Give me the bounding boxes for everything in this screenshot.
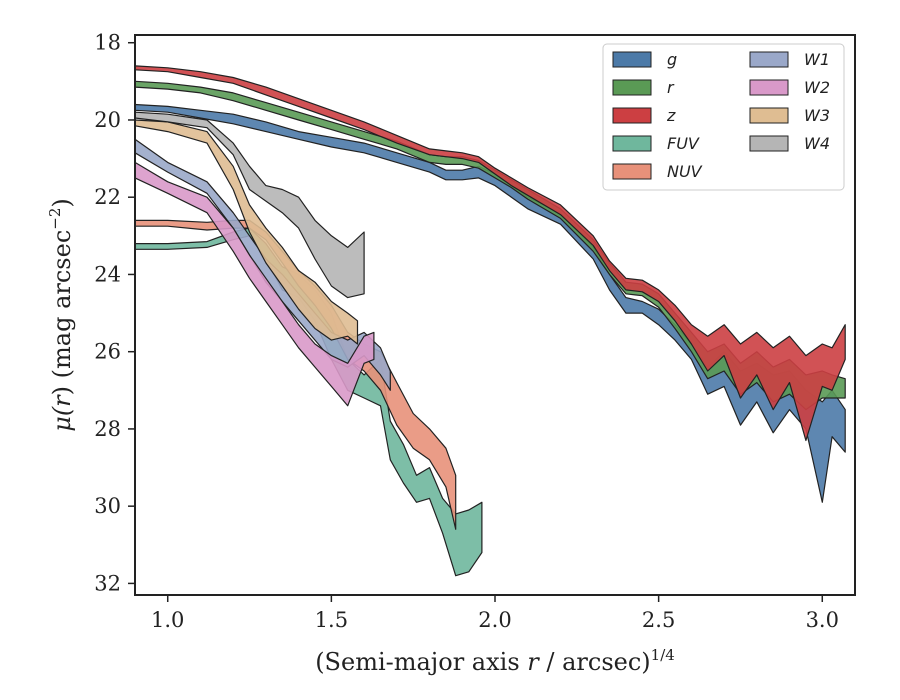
y-axis: 18 20 22 24 26 28 30 32 [94, 31, 135, 595]
data-bands [134, 65, 846, 577]
x-tick-label: 2.0 [478, 608, 511, 632]
legend-swatch-z [612, 107, 652, 124]
legend-label-nuv: NUV [667, 162, 703, 181]
legend-label-w4: W4 [804, 134, 830, 153]
band-z [134, 65, 846, 442]
legend-swatch-r [612, 79, 652, 96]
band-w2 [134, 161, 375, 407]
x-tick-label: 2.5 [642, 608, 675, 632]
x-tick-label: 1.0 [151, 608, 184, 632]
legend-label-fuv: FUV [667, 134, 700, 153]
legend-label-w1: W1 [804, 50, 830, 69]
x-axis: 1.0 1.5 2.0 2.5 3.0 [151, 595, 839, 632]
legend-label-z: z [666, 106, 676, 125]
legend-swatch-w2 [749, 79, 789, 96]
legend-swatch-w3 [749, 107, 789, 124]
x-tick-label: 3.0 [806, 608, 839, 632]
x-tick-label: 1.5 [315, 608, 348, 632]
y-axis-label: μ(r) (mag arcsec−2) [46, 198, 76, 432]
legend: grz FUV NUV W1 W2 W3 W4 [602, 43, 845, 191]
y-tick-label: 30 [94, 494, 121, 518]
legend-swatch-w1 [749, 51, 789, 68]
legend-swatch-w4 [749, 135, 789, 152]
y-tick-label: 18 [94, 31, 121, 55]
legend-label-w3: W3 [804, 106, 830, 125]
y-tick-label: 20 [94, 108, 121, 132]
legend-swatch-g [612, 51, 652, 68]
legend-swatch-nuv [612, 163, 652, 180]
legend-label-w2: W2 [804, 78, 830, 97]
x-axis-label: (Semi-major axis r / arcsec)1/4 [315, 646, 675, 676]
legend-label-g: g [667, 50, 677, 69]
y-tick-label: 32 [94, 571, 121, 595]
legend-label-r: r [667, 78, 675, 97]
y-tick-label: 28 [94, 417, 121, 441]
band-g [134, 103, 846, 503]
band-w3 [134, 119, 359, 345]
y-tick-label: 26 [94, 340, 121, 364]
band-w4 [134, 111, 365, 299]
y-tick-label: 24 [94, 262, 121, 286]
legend-swatch-fuv [612, 135, 652, 152]
y-tick-label: 22 [94, 185, 121, 209]
